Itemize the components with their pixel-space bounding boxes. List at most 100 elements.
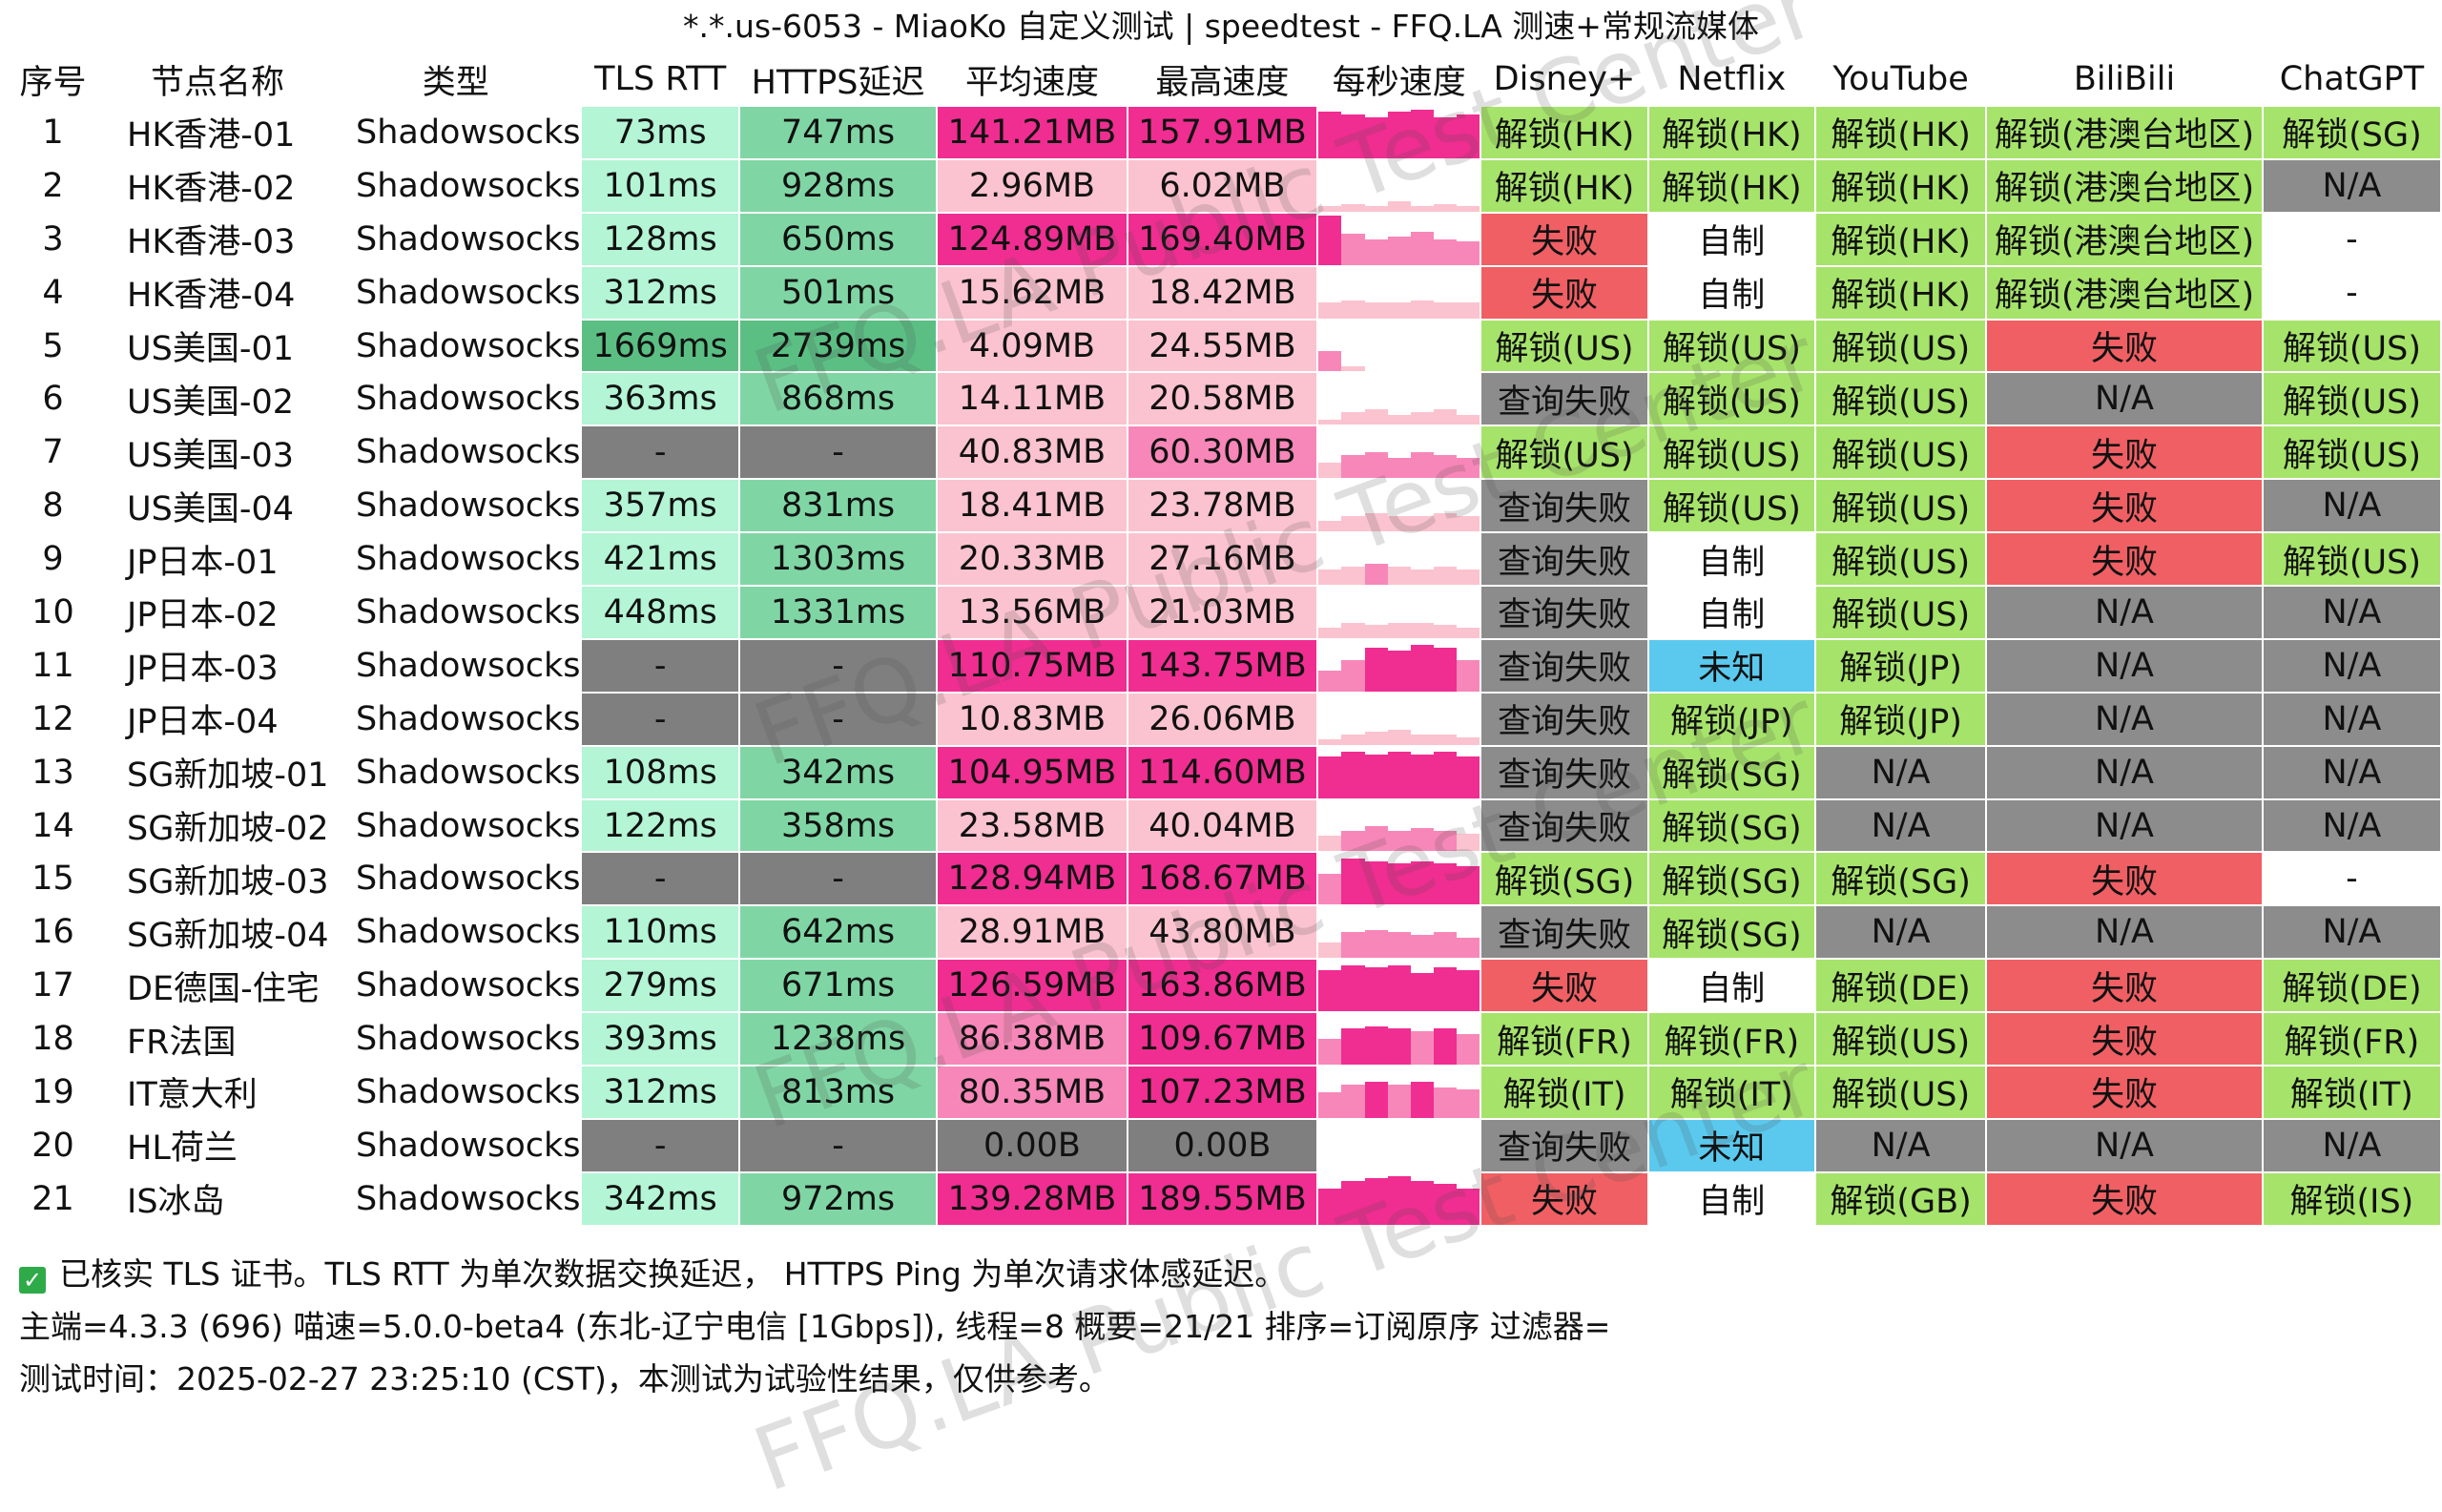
speed-bar [1457,569,1480,585]
speed-bar [1387,515,1411,531]
speed-bar [1387,729,1411,744]
column-header[interactable]: Disney+ [1493,60,1636,98]
cell-type: Shadowsocks [328,531,583,588]
cell-node-name: JP日本-01 [104,531,331,588]
speed-bar [1341,515,1365,531]
speed-bar [1434,1028,1458,1065]
cell-disney: 解锁(IT) [1480,1065,1649,1120]
cell-youtube: 解锁(US) [1813,585,1988,640]
cell-max-speed: 109.67MB [1126,1011,1319,1067]
cell-avg-speed: 110.75MB [936,637,1128,694]
speed-bar [1387,567,1411,585]
cell-speed-sparkline [1316,851,1482,907]
results-table: 序号 节点名称 类型 TLS RTT HTTPS延迟 平均速度 最高速度 每秒速度 Disney… [0,53,2442,1227]
cell-speed-sparkline [1316,797,1482,854]
cell-speed-sparkline [1316,1170,1482,1227]
cell-https-latency: 813ms [737,1065,939,1120]
cell-bilibili: N/A [1985,637,2264,694]
speed-bar [1457,1188,1480,1224]
speed-bar [1364,409,1388,425]
speed-bar [1364,967,1388,1011]
speed-bar [1434,752,1458,797]
cell-index: 17 [0,958,106,1014]
cell-https-latency: 501ms [737,264,939,321]
cell-index: 12 [0,691,106,747]
cell-type: Shadowsocks [328,744,583,800]
column-header[interactable]: 类型 [422,63,489,102]
speed-bar [1364,625,1388,637]
speed-bar [1457,736,1480,744]
cell-max-speed: 157.91MB [1126,105,1319,160]
cell-netflix: 解锁(SG) [1646,744,1816,800]
speed-bar [1364,1025,1388,1065]
cell-index: 5 [0,318,106,374]
cell-chatgpt: N/A [2261,744,2442,800]
cell-index: 16 [0,904,106,961]
column-header[interactable]: 最高速度 [1155,63,1290,102]
speed-bar [1410,1031,1435,1065]
speed-bar [1319,1039,1342,1065]
cell-netflix: 解锁(IT) [1646,1065,1816,1120]
speed-bar [1457,1089,1480,1117]
table-row: 7 US美国-03 Shadowsocks - -40.83MB 60.30MB 解锁(US… [0,425,2442,481]
cell-chatgpt: N/A [2261,797,2442,854]
column-header[interactable]: BiliBili [2073,60,2176,98]
cell-netflix: 解锁(HK) [1646,105,1816,160]
speed-bar [1319,569,1342,585]
speed-bar [1410,754,1435,797]
check-icon: ✓ [19,1267,46,1294]
cell-chatgpt: - [2261,851,2442,907]
cell-bilibili: 失败 [1985,958,2264,1014]
cell-index: 9 [0,531,106,588]
table-row: 10 JP日本-02 Shadowsocks 448ms 1331ms 13.56MB 21… [0,585,2442,640]
speed-bar [1434,932,1458,958]
column-header[interactable]: Netflix [1677,60,1787,98]
cell-tls-rtt: - [580,425,740,481]
cell-netflix: 解锁(US) [1646,478,1816,534]
speed-bar [1319,112,1342,157]
cell-tls-rtt: 110ms [580,904,740,961]
cell-type: Shadowsocks [328,318,583,374]
cell-disney: 查询失败 [1480,637,1649,694]
column-header[interactable]: 每秒速度 [1332,63,1466,102]
column-header[interactable]: TLS RTT [594,60,727,98]
speed-bar [1364,513,1388,531]
cell-speed-sparkline [1316,531,1482,588]
column-header[interactable]: HTTPS延迟 [751,63,925,102]
cell-avg-speed: 86.38MB [936,1011,1128,1067]
cell-https-latency: 2739ms [737,318,939,374]
cell-index: 20 [0,1117,106,1173]
cell-type: Shadowsocks [328,904,583,961]
column-header[interactable]: 平均速度 [964,63,1099,102]
cell-tls-rtt: 448ms [580,585,740,640]
speed-bar [1387,964,1411,1011]
table-row: 5 US美国-01 Shadowsocks 1669ms 2739ms 4.09MB 24.… [0,318,2442,374]
speed-bar [1457,457,1480,478]
cell-chatgpt: N/A [2261,691,2442,747]
column-header[interactable]: ChatGPT [2279,60,2425,98]
speed-bar [1364,648,1388,691]
table-row: 6 US美国-02 Shadowsocks 363ms 868ms 14.11MB 20.5… [0,371,2442,427]
cell-speed-sparkline [1316,1011,1482,1067]
column-header[interactable]: YouTube [1832,60,1969,98]
column-header[interactable]: 序号 [19,63,87,102]
cell-index: 4 [0,264,106,321]
speed-bar [1434,409,1458,425]
cell-chatgpt: - [2261,211,2442,267]
cell-bilibili: N/A [1985,797,2264,854]
column-header[interactable]: 节点名称 [150,63,284,102]
table-row: 9 JP日本-01 Shadowsocks 421ms 1303ms 20.33MB 27.… [0,531,2442,588]
cell-node-name: HK香港-02 [104,157,331,214]
cell-youtube: 解锁(GB) [1813,1170,1988,1227]
cell-tls-rtt: 393ms [580,1011,740,1067]
cell-avg-speed: 40.83MB [936,425,1128,481]
cell-tls-rtt: 122ms [580,797,740,854]
cell-disney: 失败 [1480,1170,1649,1227]
table-row: 8 US美国-04 Shadowsocks 357ms 831ms 18.41MB 23.7… [0,478,2442,534]
cell-tls-rtt: 421ms [580,531,740,588]
cell-youtube: 解锁(US) [1813,318,1988,374]
cell-chatgpt: 解锁(US) [2261,371,2442,427]
speed-bar [1364,860,1388,904]
cell-bilibili: 失败 [1985,1170,2264,1227]
footer-line-1: ✓ 已核实 TLS 证书。TLS RTT 为单次数据交换延迟， HTTPS Pin… [0,1248,2442,1301]
